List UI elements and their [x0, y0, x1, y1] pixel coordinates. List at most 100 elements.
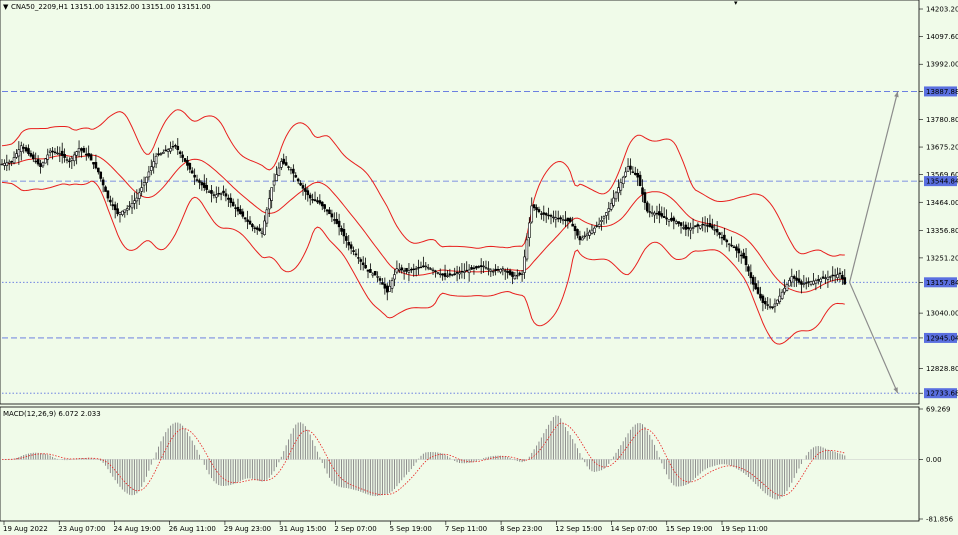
candle-body: [89, 154, 93, 161]
bb-lower-line: [1, 180, 845, 345]
candle-body: [612, 197, 615, 206]
candle-body: [159, 153, 163, 155]
candle-body: [80, 148, 83, 151]
candle-body: [696, 224, 700, 227]
price-tick-label: 13992.00: [926, 61, 958, 69]
candle-body: [0, 163, 4, 166]
candle-body: [3, 163, 6, 166]
candle-body: [602, 216, 606, 219]
candle-body: [190, 170, 194, 174]
candle-body: [660, 213, 664, 217]
candle-body: [320, 201, 324, 207]
candle-body: [354, 253, 358, 256]
candle-body: [479, 265, 483, 268]
candle-body: [749, 272, 753, 279]
candle-body: [381, 282, 384, 285]
macd-label: MACD(12,26,9) 6.072 2.033: [3, 410, 101, 418]
candle-body: [388, 286, 391, 292]
candle-body: [742, 252, 745, 259]
candle-body: [785, 284, 789, 291]
collapse-triangle-icon[interactable]: ▼: [3, 3, 9, 11]
candle-body: [393, 274, 396, 280]
candle-body: [682, 227, 685, 229]
candle-body: [113, 204, 117, 211]
candle-body: [99, 171, 103, 179]
candle-body: [400, 267, 404, 271]
candle-body: [679, 222, 683, 226]
candle-body: [499, 269, 502, 273]
candle-body: [590, 229, 594, 234]
candle-body: [807, 281, 810, 283]
candle-body: [17, 149, 21, 157]
candle-body: [484, 267, 488, 269]
price-tick-label: 14097.60: [926, 33, 958, 41]
candle-body: [465, 269, 469, 272]
candle-body: [299, 182, 302, 186]
candle-body: [357, 257, 360, 259]
candle-body: [101, 179, 105, 186]
candle-body: [255, 227, 259, 230]
candle-body: [183, 158, 187, 162]
candle-body: [371, 273, 375, 276]
candle-body: [178, 151, 182, 154]
candle-body: [109, 199, 112, 203]
candle-body: [578, 236, 582, 241]
candle-body: [739, 254, 743, 257]
candle-body: [243, 217, 247, 220]
candle-body: [424, 265, 428, 268]
candle-body: [152, 161, 155, 168]
candle-body: [289, 169, 293, 171]
candle-body: [732, 246, 736, 249]
candle-body: [588, 231, 591, 236]
projection-arrowhead: [893, 387, 898, 394]
candle-body: [549, 215, 553, 217]
candle-body: [422, 265, 425, 268]
candle-body: [383, 283, 387, 289]
candle-body: [215, 194, 218, 198]
candles: [0, 138, 847, 313]
candle-body: [402, 270, 406, 272]
candle-body: [448, 273, 452, 276]
candle-body: [624, 171, 627, 177]
time-tick-label: 15 Sep 19:00: [666, 525, 713, 533]
candle-body: [60, 150, 64, 156]
candle-body: [128, 205, 131, 208]
candle-body: [841, 274, 844, 280]
candle-body: [306, 190, 310, 196]
candle-body: [210, 190, 213, 194]
candle-body: [715, 228, 719, 233]
candle-body: [166, 149, 170, 152]
candle-body: [816, 279, 820, 281]
candle-body: [535, 207, 538, 211]
price-tick-label: 12828.80: [926, 365, 958, 373]
candle-body: [573, 226, 577, 232]
candle-body: [275, 174, 278, 182]
candle-body: [583, 235, 587, 238]
candle-body: [477, 266, 481, 268]
candle-body: [311, 199, 314, 201]
bollinger-bands: [1, 109, 845, 345]
candle-body: [438, 273, 442, 276]
candle-body: [263, 220, 266, 235]
candle-body: [364, 264, 367, 269]
candle-body: [258, 228, 261, 232]
candle-body: [328, 209, 331, 215]
time-tick-label: 14 Sep 07:00: [611, 525, 658, 533]
candle-body: [544, 213, 548, 216]
candle-body: [75, 151, 78, 156]
time-tick-label: 7 Sep 11:00: [445, 525, 487, 533]
candle-body: [494, 268, 497, 271]
candle-body: [5, 162, 9, 166]
bb-middle-line: [2, 154, 845, 293]
candle-body: [819, 278, 822, 283]
candle-body: [142, 182, 146, 186]
candle-body: [821, 276, 825, 279]
candle-body: [564, 219, 567, 221]
macd-panel-frame: [0, 406, 920, 522]
candle-body: [727, 243, 731, 245]
candle-body: [711, 225, 714, 229]
candle-body: [46, 154, 50, 160]
candle-body: [111, 204, 115, 207]
macd-signal-line: [2, 422, 845, 497]
